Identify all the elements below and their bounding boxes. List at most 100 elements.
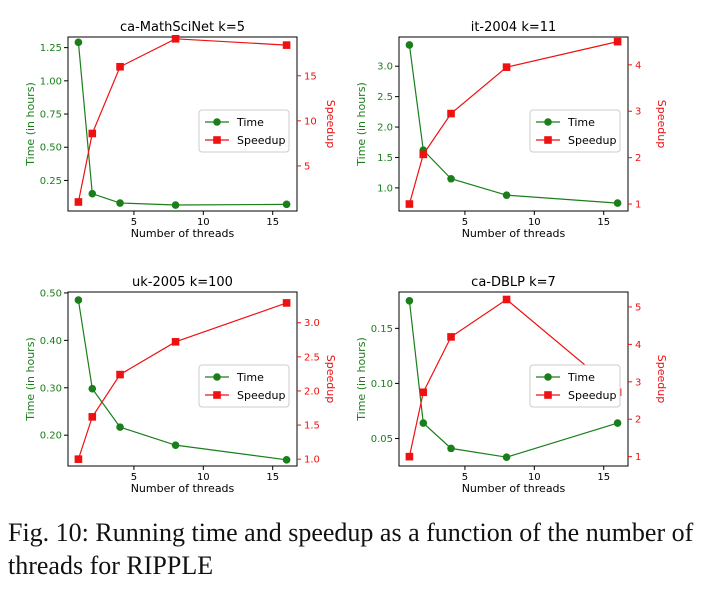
y-left-tick-label: 0.05	[371, 434, 393, 445]
speedup-point	[116, 62, 124, 71]
legend-box	[529, 364, 621, 408]
time-point	[613, 199, 622, 207]
x-axis-label: Number of threads	[131, 227, 235, 240]
speedup-point	[447, 333, 455, 341]
legend: Time Speedup	[529, 364, 621, 408]
time-point	[74, 38, 83, 47]
legend-marker-speedup	[213, 136, 221, 144]
y-right-tick-label: 2.5	[304, 352, 320, 363]
y-right-tick-label: 1	[635, 452, 641, 463]
legend-marker-time	[544, 118, 552, 126]
y-left-axis-label: Time (in hours)	[355, 337, 368, 421]
time-point	[502, 191, 511, 199]
y-right-tick-label: 5	[304, 161, 310, 172]
speedup-point	[613, 37, 622, 46]
time-point	[282, 456, 291, 464]
legend-label: Time	[236, 116, 264, 129]
speedup-point	[502, 63, 511, 71]
legend-box	[198, 109, 290, 153]
legend-box	[529, 109, 621, 153]
speedup-point	[419, 388, 428, 397]
x-tick-label: 5	[131, 217, 137, 228]
time-point	[447, 444, 455, 453]
y-right-tick-label: 10	[304, 116, 317, 127]
y-left-tick-label: 0.20	[40, 431, 62, 442]
y-right-tick-label: 2.0	[304, 386, 320, 397]
chart-title: ca-DBLP k=7	[471, 275, 556, 290]
legend-label: Speedup	[568, 389, 616, 402]
y-right-tick-label: 5	[635, 302, 641, 313]
x-axis-label: Number of threads	[131, 482, 235, 495]
x-tick-label: 15	[597, 472, 610, 483]
plot-frame	[398, 291, 629, 467]
legend-label: Speedup	[237, 134, 285, 147]
chart-title: ca-MathSciNet k=5	[120, 20, 245, 35]
time-point	[447, 174, 455, 183]
y-right-tick-label: 3.0	[304, 318, 320, 329]
subplot-it-2004: it-2004 k=11 5 10 15 Number of threads 1.0 1.5…	[355, 20, 668, 240]
chart-title: it-2004 k=11	[471, 20, 557, 35]
x-tick-label: 10	[528, 472, 541, 483]
speedup-point	[171, 338, 180, 346]
y-right-axis-label: Speedup	[655, 100, 668, 148]
x-tick-label: 15	[597, 217, 610, 228]
x-tick-label: 10	[528, 217, 541, 228]
y-left-tick-label: 0.50	[40, 143, 62, 154]
plot-frame	[67, 291, 298, 467]
time-point	[171, 201, 180, 209]
x-tick-label: 15	[266, 472, 279, 483]
y-left-tick-label: 1.0	[377, 183, 393, 194]
x-axis-label: Number of threads	[462, 227, 566, 240]
speedup-point	[282, 299, 291, 307]
speedup-point	[447, 109, 455, 118]
figure-caption: Fig. 10: Running time and speedup as a f…	[8, 518, 694, 580]
y-left-tick-label: 1.25	[40, 43, 62, 54]
speedup-point	[74, 198, 83, 206]
legend-label: Time	[567, 116, 595, 129]
y-right-tick-label: 3	[635, 377, 641, 388]
y-right-tick-label: 1.5	[304, 421, 320, 432]
legend-marker-speedup	[544, 136, 552, 144]
speedup-point	[171, 35, 180, 43]
y-right-tick-label: 15	[304, 71, 317, 82]
y-left-tick-label: 3.0	[377, 62, 393, 73]
y-left-tick-label: 2.5	[377, 92, 393, 103]
legend-label: Time	[567, 371, 595, 384]
time-point	[405, 297, 414, 305]
legend-marker-time	[544, 373, 552, 381]
y-left-tick-label: 1.00	[40, 76, 62, 87]
x-tick-label: 5	[462, 472, 468, 483]
y-left-axis-label: Time (in hours)	[355, 82, 368, 166]
x-tick-label: 5	[131, 472, 137, 483]
y-right-tick-label: 1	[635, 200, 641, 211]
y-left-axis-label: Time (in hours)	[24, 82, 37, 166]
speedup-point	[419, 150, 428, 159]
speedup-point	[88, 129, 97, 138]
y-left-tick-label: 0.30	[40, 383, 62, 394]
time-point	[88, 384, 97, 393]
subplot-ca-mathscinet: ca-MathSciNet k=5 5 10 15 Number of threads 0…	[24, 20, 337, 240]
chart-title: uk-2005 k=100	[132, 275, 233, 290]
speedup-point	[116, 370, 124, 379]
x-tick-label: 10	[197, 472, 210, 483]
legend: Time Speedup	[198, 109, 290, 153]
time-point	[502, 453, 511, 461]
x-tick-label: 15	[266, 217, 279, 228]
plot-frame	[398, 36, 629, 212]
legend: Time Speedup	[198, 364, 290, 408]
legend-marker-speedup	[544, 391, 552, 399]
legend-marker-speedup	[213, 391, 221, 399]
x-tick-label: 10	[197, 217, 210, 228]
y-left-tick-label: 0.50	[40, 288, 62, 299]
time-point	[116, 199, 124, 207]
speedup-point	[502, 295, 511, 304]
plot-frame	[67, 36, 298, 212]
y-left-tick-label: 0.25	[40, 176, 62, 187]
y-right-tick-label: 2	[635, 153, 641, 164]
y-right-axis-label: Speedup	[655, 355, 668, 403]
y-left-tick-label: 0.10	[371, 379, 393, 390]
legend-box	[198, 364, 290, 408]
legend-label: Time	[236, 371, 264, 384]
